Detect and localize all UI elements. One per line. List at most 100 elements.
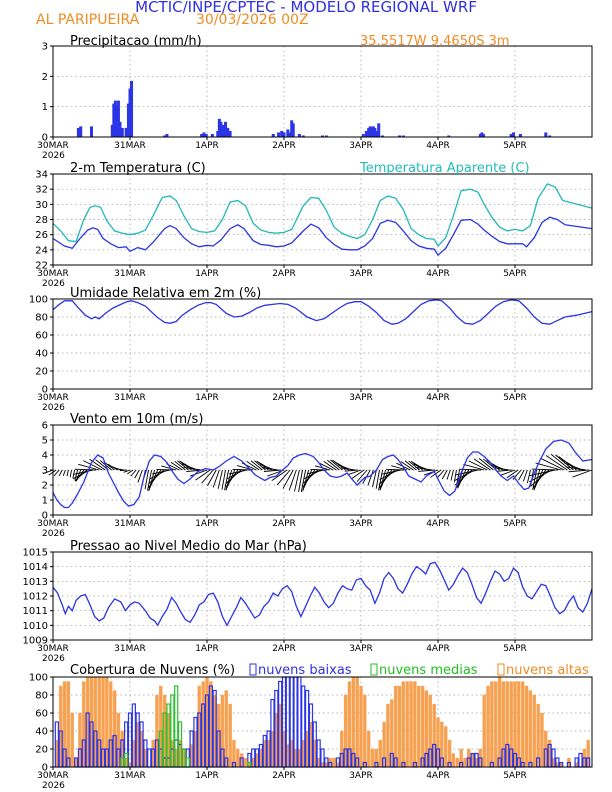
cloud-bar-nuvens-altas: [224, 690, 228, 768]
y-tick-label: 1015: [23, 548, 48, 559]
cloud-bar-nuvens-altas: [243, 757, 248, 768]
x-tick-label: 2APR: [272, 644, 296, 654]
x-tick-label: 31MAR: [114, 393, 146, 403]
precip-bar: [204, 133, 208, 137]
precip-bar: [374, 130, 378, 137]
wind-vector: [221, 469, 226, 490]
x-tick-label: 5APR: [503, 269, 527, 279]
cloud-bar-nuvens-altas: [524, 685, 529, 768]
precip-bar: [370, 127, 374, 137]
x-tick-year: 2026: [42, 781, 65, 791]
wind-vector: [261, 467, 278, 471]
y-tick-label: 80: [35, 313, 48, 324]
wind-vector: [74, 469, 79, 481]
precip-bar: [321, 135, 324, 137]
precip-bar: [277, 132, 281, 137]
y-tick-label: 80: [35, 691, 48, 702]
wind-vector: [217, 469, 223, 489]
wind-vector: [415, 466, 432, 471]
wind-vector: [540, 458, 565, 471]
wind-vector: [306, 469, 325, 475]
wind-vector: [344, 469, 358, 472]
precip-bar: [90, 126, 93, 137]
cloud-bar-nuvens-altas: [420, 685, 425, 768]
wind-vector: [48, 469, 57, 476]
x-tick-label: 2APR: [272, 269, 296, 279]
y-tick-label: 4: [42, 451, 48, 462]
x-tick-label: 30MAR: [37, 644, 69, 654]
wind-vector: [177, 460, 189, 471]
cloud-bar-nuvens-altas: [378, 739, 382, 768]
wind-vector: [183, 466, 201, 471]
precip-bar: [200, 133, 204, 137]
precip-bar: [118, 121, 122, 137]
precip-bar: [124, 127, 128, 137]
wind-vector: [69, 469, 72, 478]
y-tick-label: 2: [42, 481, 48, 492]
y-tick-label: 0: [42, 763, 48, 774]
y-tick-label: 60: [35, 331, 48, 342]
y-tick-label: 30: [35, 200, 48, 211]
x-tick-label: 5APR: [503, 393, 527, 403]
wind-vector: [250, 460, 263, 471]
x-tick-label: 4APR: [426, 519, 450, 529]
x-tick-label: 1APR: [195, 771, 219, 781]
y-tick-label: 3: [42, 466, 48, 477]
wind-vector: [152, 469, 171, 475]
x-tick-year: 2026: [42, 654, 65, 664]
wind-vector: [408, 460, 420, 471]
y-tick-label: 1011: [23, 606, 48, 617]
precip-bar: [221, 124, 225, 137]
wind-vector: [170, 461, 183, 471]
y-tick-label: 100: [29, 295, 48, 306]
precip-bar: [367, 127, 371, 137]
y-tick-label: 34: [35, 170, 48, 181]
panel-title: Umidade Relativa em 2m (%): [70, 286, 261, 301]
precip-bar: [280, 130, 284, 137]
cloud-bar-nuvens-baixas: [147, 748, 152, 768]
wind-vector: [190, 469, 208, 477]
x-tick-label: 3APR: [349, 141, 373, 151]
precip-bar: [116, 100, 120, 137]
x-tick-label: 31MAR: [114, 141, 146, 151]
precip-bar: [228, 130, 232, 137]
y-tick-label: 1013: [23, 577, 48, 588]
precip-bar: [290, 120, 294, 137]
cloud-bar-nuvens-altas: [401, 681, 406, 768]
precip-bar: [282, 132, 286, 137]
wind-vector: [455, 469, 479, 476]
wind-vector: [127, 469, 134, 475]
precip-bar: [480, 132, 484, 137]
cloud-bar-nuvens-altas: [409, 681, 413, 768]
cloud-bar-nuvens-altas: [521, 681, 525, 768]
wind-vector: [531, 469, 547, 490]
cloud-bar-nuvens-altas: [393, 685, 398, 768]
plot-frame: [52, 45, 593, 138]
precip-bar: [481, 133, 485, 137]
wind-vector: [356, 469, 368, 482]
wind-vector: [103, 461, 115, 471]
x-tick-year: 2026: [42, 151, 65, 161]
wind-vector: [174, 460, 186, 471]
y-tick-label: 1014: [23, 562, 48, 573]
panel-title: Precipitacao (mm/h): [70, 34, 202, 49]
x-tick-label: 1APR: [195, 141, 219, 151]
y-tick-label: 40: [35, 727, 48, 738]
wind-vector: [134, 469, 140, 479]
precip-bar: [371, 126, 375, 137]
precip-bar: [297, 133, 301, 137]
x-tick-label: 4APR: [426, 771, 450, 781]
cloud-bar-nuvens-altas: [444, 726, 448, 768]
wind-vector: [456, 469, 461, 486]
precip-bar: [126, 103, 130, 137]
precip-bar: [226, 127, 230, 137]
y-tick-label: 2: [42, 72, 48, 83]
legend-swatch: [370, 663, 378, 676]
x-tick-label: 4APR: [426, 269, 450, 279]
y-tick-label: 100: [29, 673, 48, 684]
wind-vector: [74, 468, 97, 471]
wind-vector: [42, 469, 54, 475]
wind-vector: [418, 469, 435, 472]
